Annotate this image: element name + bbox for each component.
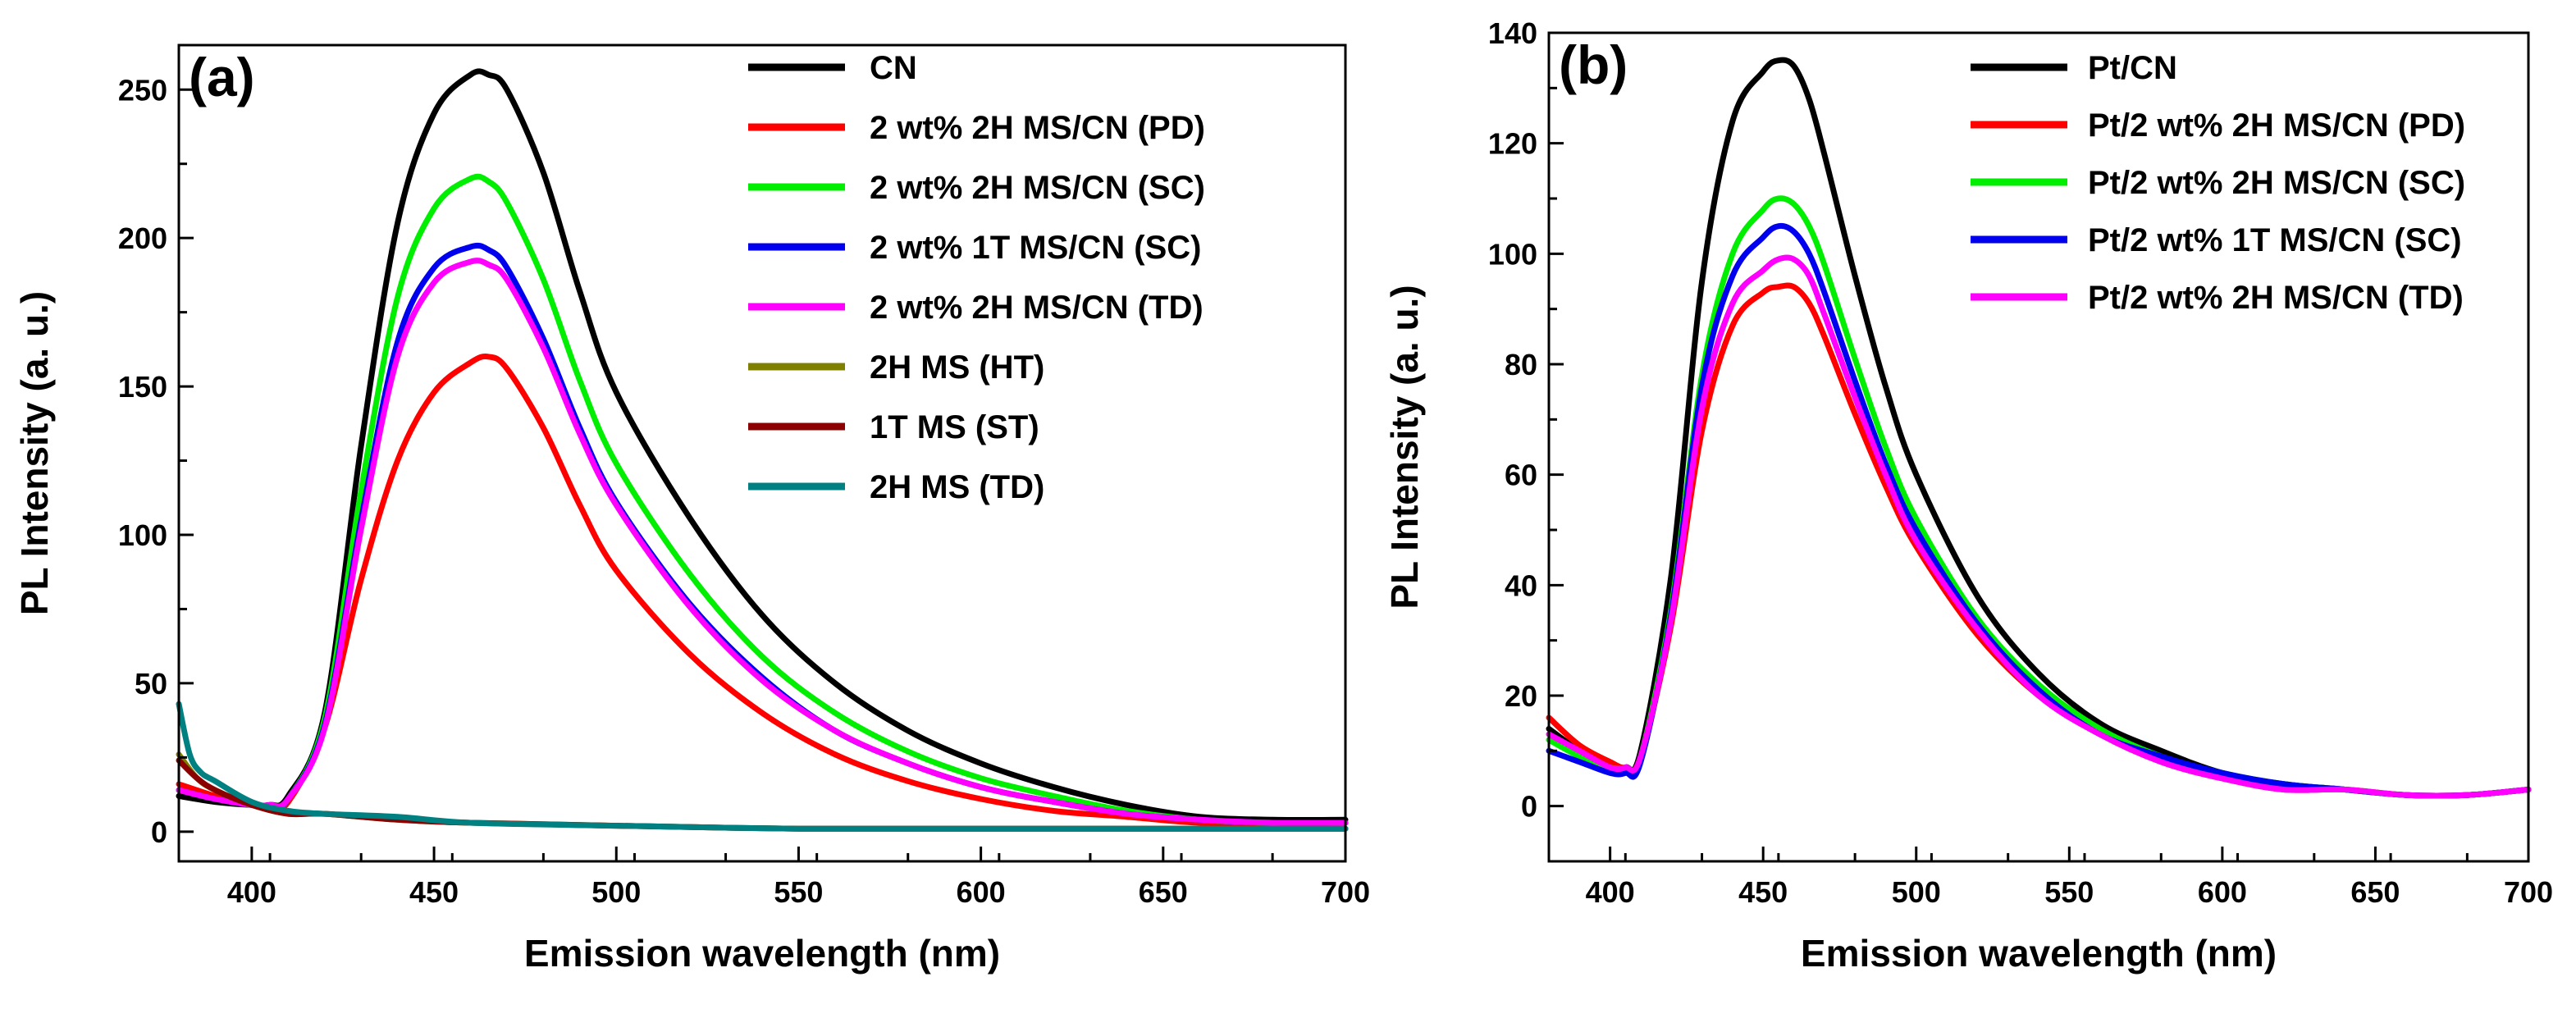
legend: CN 2 wt% 2H MS/CN (PD) 2 wt% 2H MS/CN (SC)… [748, 50, 1205, 505]
y-tick-label: 20 [1505, 679, 1537, 713]
y-tick-label: 200 [118, 221, 167, 255]
x-tick-label: 700 [2504, 875, 2553, 909]
series-line-2h-ms-td [176, 701, 1349, 832]
series-line-2-wt-2h-ms-cn-td [176, 258, 1349, 826]
legend-item: Pt/2 wt% 2H MS/CN (PD) [1971, 107, 2465, 144]
x-tick-label: 700 [1321, 875, 1370, 909]
legend-item: Pt/2 wt% 1T MS/CN (SC) [1971, 222, 2462, 258]
legend-item: 2 wt% 2H MS/CN (SC) [748, 170, 1205, 206]
x-tick-label: 650 [2350, 875, 2400, 909]
x-axis: 400 450 500 550 600 650 700 [1547, 847, 2553, 909]
x-axis: 400 450 500 550 600 650 700 [177, 847, 1370, 909]
legend-label: Pt/2 wt% 2H MS/CN (SC) [2088, 165, 2465, 201]
legend: Pt/CN Pt/2 wt% 2H MS/CN (PD) Pt/2 wt% 2H M… [1971, 50, 2465, 316]
x-tick-label: 550 [2044, 875, 2094, 909]
y-tick-label: 80 [1505, 348, 1537, 381]
plot-frame [1547, 31, 2530, 863]
legend-label: 2 wt% 2H MS/CN (TD) [870, 290, 1204, 326]
legend-item: 2 wt% 1T MS/CN (SC) [748, 230, 1201, 266]
legend-item: Pt/CN [1971, 50, 2177, 86]
legend-label: Pt/2 wt% 1T MS/CN (SC) [2088, 222, 2462, 258]
panel-label: (a) [189, 47, 255, 107]
series-line-pt-2-wt-2h-ms-cn-td [1546, 254, 2532, 799]
legend-label: 2 wt% 1T MS/CN (SC) [870, 230, 1201, 266]
x-tick-label: 400 [227, 875, 276, 909]
y-axis: 0 20 40 60 80 100 120 140 [1488, 16, 1564, 863]
y-tick-label: 50 [135, 667, 167, 701]
legend-label: Pt/CN [2088, 50, 2177, 86]
legend-item: Pt/2 wt% 2H MS/CN (SC) [1971, 165, 2465, 201]
x-axis-title: Emission wavelength (nm) [1801, 932, 2277, 975]
plot-frame [177, 43, 1347, 863]
y-tick-label: 0 [151, 815, 167, 849]
y-tick-label: 40 [1505, 568, 1537, 602]
x-tick-label: 500 [591, 875, 641, 909]
panel-b-chart: 400 450 500 550 600 650 700 0 20 40 60 80 100 120 140 E… [1383, 16, 2553, 975]
y-tick-label: 100 [118, 518, 167, 552]
legend-item: 2 wt% 2H MS/CN (TD) [748, 290, 1204, 326]
x-tick-label: 450 [409, 875, 459, 909]
legend-item: 2H MS (TD) [748, 469, 1044, 505]
legend-item: CN [748, 50, 917, 86]
legend-label: CN [870, 50, 917, 86]
x-tick-label: 600 [2198, 875, 2247, 909]
legend-label: 2 wt% 2H MS/CN (PD) [870, 110, 1205, 146]
y-axis: 0 50 100 150 200 250 [118, 73, 194, 849]
legend-label: Pt/2 wt% 2H MS/CN (PD) [2088, 107, 2465, 144]
legend-item: 2 wt% 2H MS/CN (PD) [748, 110, 1205, 146]
y-axis-title: PL Intensity (a. u.) [13, 291, 56, 615]
y-tick-label: 150 [118, 370, 167, 404]
curves [176, 68, 1349, 832]
legend-label: 1T MS (ST) [870, 409, 1039, 445]
y-tick-label: 60 [1505, 459, 1537, 492]
panel-label: (b) [1559, 34, 1628, 95]
legend-item: Pt/2 wt% 2H MS/CN (TD) [1971, 280, 2464, 316]
x-tick-label: 400 [1586, 875, 1635, 909]
x-axis-title: Emission wavelength (nm) [524, 932, 1000, 975]
legend-label: 2H MS (HT) [870, 349, 1044, 386]
x-tick-label: 600 [957, 875, 1006, 909]
legend-label: Pt/2 wt% 2H MS/CN (TD) [2088, 280, 2464, 316]
legend-label: 2 wt% 2H MS/CN (SC) [870, 170, 1205, 206]
y-tick-label: 0 [1521, 790, 1537, 824]
y-tick-label: 140 [1488, 16, 1537, 50]
legend-label: 2H MS (TD) [870, 469, 1044, 505]
x-tick-label: 650 [1139, 875, 1188, 909]
x-tick-label: 450 [1738, 875, 1788, 909]
y-tick-label: 100 [1488, 237, 1537, 271]
panel-a-chart: 400 450 500 550 600 650 700 0 50 100 150 200 250 Emis… [13, 43, 1370, 975]
y-axis-title: PL Intensity (a. u.) [1383, 285, 1426, 609]
y-tick-label: 250 [118, 73, 167, 107]
legend-item: 2H MS (HT) [748, 349, 1044, 386]
legend-item: 1T MS (ST) [748, 409, 1039, 445]
y-tick-label: 120 [1488, 127, 1537, 161]
x-tick-label: 500 [1892, 875, 1941, 909]
curves [1546, 57, 2532, 799]
x-tick-label: 550 [774, 875, 823, 909]
